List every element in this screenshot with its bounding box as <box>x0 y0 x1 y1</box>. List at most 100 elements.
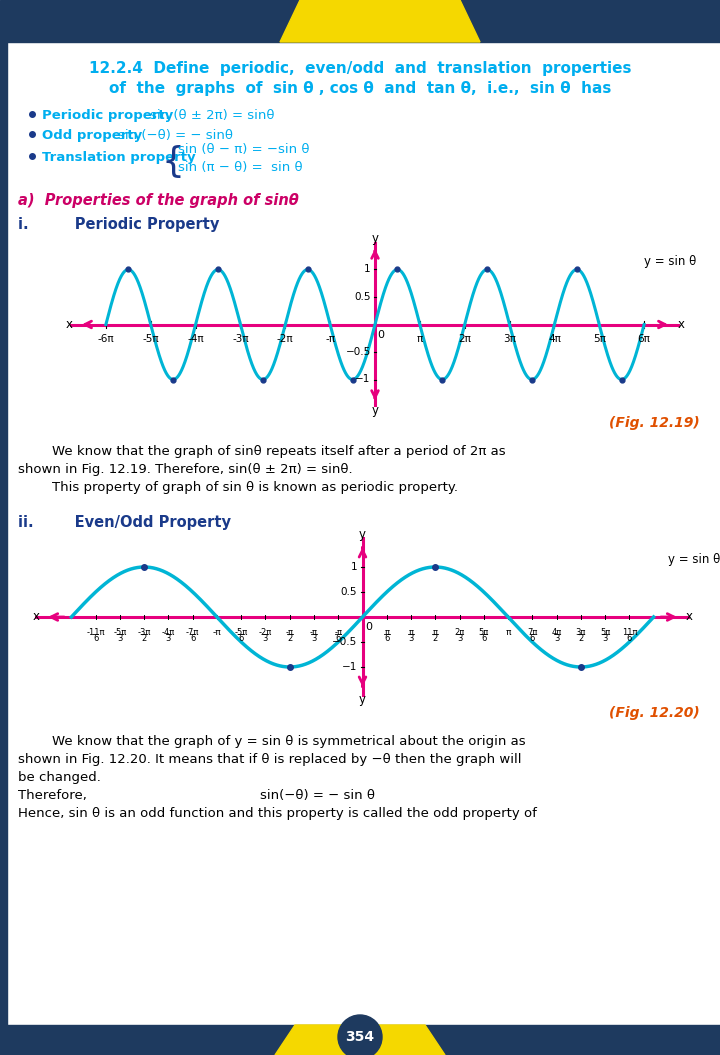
Text: 5π: 5π <box>593 334 606 344</box>
Text: -4π: -4π <box>162 628 175 637</box>
Text: sin (π − θ) =  sin θ: sin (π − θ) = sin θ <box>178 161 302 174</box>
Text: -π: -π <box>334 628 342 637</box>
Text: π: π <box>433 628 438 637</box>
Text: a)  Properties of the graph of sinθ: a) Properties of the graph of sinθ <box>18 192 299 208</box>
Text: Hence, sin θ is an odd function and this property is called the odd property of: Hence, sin θ is an odd function and this… <box>18 807 537 820</box>
Text: y = sin θ: y = sin θ <box>644 254 696 268</box>
Bar <box>0 0 720 42</box>
Text: 6: 6 <box>336 634 341 642</box>
Text: -7π: -7π <box>186 628 199 637</box>
Text: 3: 3 <box>554 634 559 642</box>
Text: 4π: 4π <box>548 334 561 344</box>
Text: 2: 2 <box>433 634 438 642</box>
Text: 6: 6 <box>481 634 487 642</box>
Text: 6: 6 <box>93 634 99 642</box>
Text: 3: 3 <box>408 634 414 642</box>
Text: y: y <box>372 404 379 417</box>
Text: 3: 3 <box>311 634 317 642</box>
Bar <box>0 42 7 1027</box>
Text: π: π <box>408 628 413 637</box>
Bar <box>0 1025 720 1055</box>
Text: -3π: -3π <box>138 628 151 637</box>
Text: -π: -π <box>212 628 221 637</box>
Text: -5π: -5π <box>113 628 127 637</box>
Text: 6: 6 <box>384 634 390 642</box>
Text: x: x <box>32 611 40 624</box>
Text: 2: 2 <box>578 634 583 642</box>
Text: π: π <box>417 334 423 344</box>
Text: 3: 3 <box>603 634 608 642</box>
Text: 4π: 4π <box>552 628 562 637</box>
Text: We know that the graph of y = sin θ is symmetrical about the origin as: We know that the graph of y = sin θ is s… <box>18 735 526 748</box>
Text: -2π: -2π <box>277 334 294 344</box>
Text: 3: 3 <box>263 634 268 642</box>
Text: x: x <box>66 318 72 331</box>
Text: 5π: 5π <box>479 628 489 637</box>
Text: 2: 2 <box>287 634 292 642</box>
Text: 6: 6 <box>190 634 195 642</box>
Text: 354: 354 <box>346 1030 374 1044</box>
Text: 6: 6 <box>626 634 632 642</box>
Text: 2π: 2π <box>454 628 464 637</box>
Text: −1: −1 <box>341 661 357 672</box>
Text: ii.        Even/Odd Property: ii. Even/Odd Property <box>18 515 231 530</box>
Text: x: x <box>678 318 685 331</box>
Text: sin (θ ± 2π) = sinθ: sin (θ ± 2π) = sinθ <box>150 110 274 122</box>
Text: {: { <box>162 145 185 179</box>
Text: −1: −1 <box>356 375 371 384</box>
Text: Translation property: Translation property <box>42 152 200 165</box>
Text: (Fig. 12.19): (Fig. 12.19) <box>609 416 700 430</box>
Text: sin (θ − π) = −sin θ: sin (θ − π) = −sin θ <box>178 143 310 156</box>
Text: -11π: -11π <box>86 628 105 637</box>
Polygon shape <box>275 1025 445 1055</box>
Text: 3: 3 <box>166 634 171 642</box>
Text: (Fig. 12.20): (Fig. 12.20) <box>609 706 700 720</box>
Text: -3π: -3π <box>232 334 248 344</box>
Text: 3: 3 <box>457 634 462 642</box>
Text: be changed.: be changed. <box>18 771 101 784</box>
Text: -π: -π <box>310 628 318 637</box>
Text: shown in Fig. 12.20. It means that if θ is replaced by −θ then the graph will: shown in Fig. 12.20. It means that if θ … <box>18 753 521 766</box>
Text: -4π: -4π <box>187 334 204 344</box>
Text: Odd property: Odd property <box>42 130 147 142</box>
Text: 7π: 7π <box>527 628 538 637</box>
Text: y: y <box>359 528 366 541</box>
Text: -5π: -5π <box>143 334 159 344</box>
Text: 6π: 6π <box>638 334 651 344</box>
Text: x: x <box>685 611 693 624</box>
Text: 2π: 2π <box>458 334 471 344</box>
Text: -π: -π <box>286 628 294 637</box>
Text: π: π <box>505 628 510 637</box>
Text: 6: 6 <box>530 634 535 642</box>
Text: This property of graph of sin θ is known as periodic property.: This property of graph of sin θ is known… <box>18 481 458 494</box>
Text: -2π: -2π <box>258 628 272 637</box>
Text: 0: 0 <box>365 622 372 632</box>
Text: y: y <box>372 232 379 245</box>
Text: 6: 6 <box>238 634 244 642</box>
Text: 0: 0 <box>377 330 384 340</box>
Text: 12.2.4  Define  periodic,  even/odd  and  translation  properties: 12.2.4 Define periodic, even/odd and tra… <box>89 60 631 76</box>
Text: -π: -π <box>325 334 335 344</box>
Text: 3: 3 <box>117 634 122 642</box>
Text: of  the  graphs  of  sin θ , cos θ  and  tan θ,  i.e.,  sin θ  has: of the graphs of sin θ , cos θ and tan θ… <box>109 80 611 96</box>
Text: −0.5: −0.5 <box>332 637 357 647</box>
Text: π: π <box>384 628 390 637</box>
Text: 3π: 3π <box>576 628 586 637</box>
Text: 5π: 5π <box>600 628 611 637</box>
Text: sin(−θ) = − sin θ: sin(−θ) = − sin θ <box>260 789 375 802</box>
Polygon shape <box>280 0 480 42</box>
Text: y = sin θ: y = sin θ <box>668 553 720 565</box>
Text: 11π: 11π <box>621 628 637 637</box>
Text: shown in Fig. 12.19. Therefore, sin(θ ± 2π) = sinθ.: shown in Fig. 12.19. Therefore, sin(θ ± … <box>18 463 353 476</box>
Text: 1: 1 <box>351 562 357 572</box>
Text: Therefore,: Therefore, <box>18 789 87 802</box>
Text: i.         Periodic Property: i. Periodic Property <box>18 216 220 231</box>
Text: -5π: -5π <box>235 628 248 637</box>
Text: -6π: -6π <box>98 334 114 344</box>
Text: y: y <box>359 693 366 706</box>
Text: 0.5: 0.5 <box>341 587 357 597</box>
Text: 0.5: 0.5 <box>354 292 371 302</box>
Text: sin (−θ) = − sinθ: sin (−θ) = − sinθ <box>118 130 233 142</box>
Text: 1: 1 <box>364 265 371 274</box>
Text: 2: 2 <box>142 634 147 642</box>
